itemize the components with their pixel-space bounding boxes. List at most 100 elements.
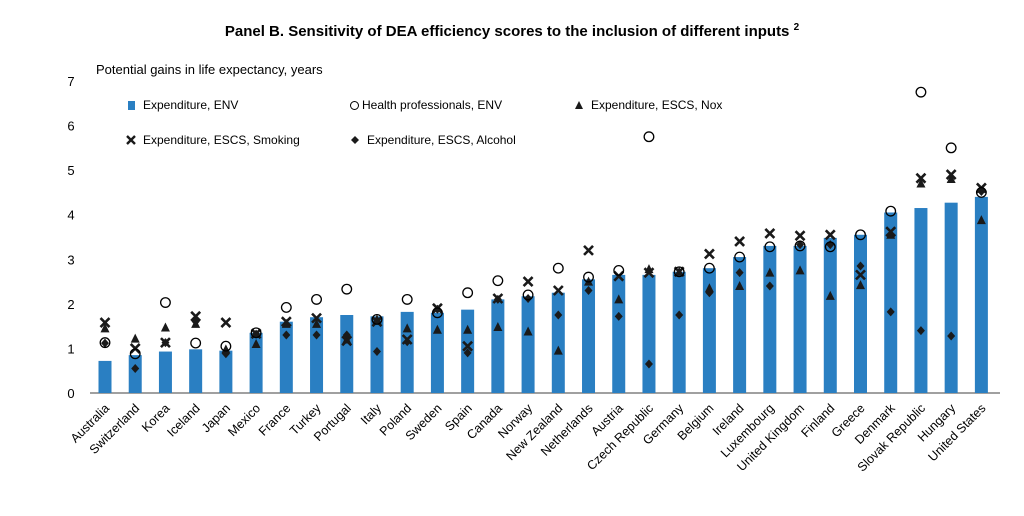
triangle-marker	[886, 229, 896, 239]
circle-marker	[99, 337, 111, 349]
cross-marker	[734, 236, 746, 247]
cross-marker	[401, 334, 413, 345]
cross-marker	[552, 285, 564, 296]
diamond-marker-icon	[348, 134, 362, 146]
cross-marker-icon	[124, 134, 138, 146]
cross-marker	[915, 172, 927, 184]
circle-marker	[522, 289, 534, 301]
chart-title: Panel B. Sensitivity of DEA efficiency s…	[224, 22, 800, 40]
triangle-marker	[946, 174, 956, 184]
bar	[884, 212, 898, 393]
legend-label-bar: Expenditure, ENV	[143, 98, 239, 112]
circle-marker	[280, 301, 292, 313]
diamond-marker	[886, 307, 895, 317]
cross-marker	[885, 226, 897, 238]
bar	[642, 274, 656, 393]
cross-marker	[341, 335, 353, 347]
diamond-marker	[403, 337, 412, 347]
bar	[491, 299, 505, 393]
y-tick-label: 5	[67, 163, 74, 178]
diamond-marker	[554, 310, 563, 320]
legend-label-triangle: Expenditure, ESCS, Nox	[591, 98, 723, 112]
cross-marker	[160, 337, 171, 349]
cross-marker	[280, 316, 292, 328]
circle-marker	[431, 307, 443, 319]
circle-marker	[855, 229, 866, 241]
triangle-marker	[100, 323, 110, 333]
diamond-marker	[947, 331, 956, 341]
diamond-marker	[614, 311, 623, 321]
diamond-marker	[221, 349, 230, 359]
triangle-marker	[130, 333, 140, 343]
bar	[310, 317, 324, 393]
bar	[914, 208, 928, 393]
bar	[582, 279, 596, 393]
circle-marker	[975, 186, 987, 198]
cross-marker	[462, 340, 474, 352]
diamond-marker	[765, 281, 774, 291]
circle-marker-icon	[350, 100, 359, 110]
triangle-marker	[432, 324, 442, 334]
x-tick-label: France	[256, 401, 293, 438]
cross-marker	[945, 169, 957, 181]
diamond-marker	[916, 326, 925, 336]
cross-marker	[855, 269, 866, 281]
circle-marker	[159, 297, 171, 308]
circle-marker	[915, 86, 927, 98]
circle-marker	[371, 314, 383, 325]
bar	[702, 268, 716, 393]
bar-swatch-icon	[128, 100, 135, 110]
y-tick-label: 7	[67, 74, 74, 89]
cross-marker	[703, 248, 715, 260]
triangle-marker	[765, 267, 775, 277]
circle-marker	[401, 293, 413, 305]
cross-marker	[583, 244, 594, 256]
triangle-marker	[493, 322, 503, 332]
cross-marker	[824, 229, 836, 241]
circle-marker	[311, 293, 322, 305]
cross-marker	[643, 267, 655, 279]
legend-label-diamond: Expenditure, ESCS, Alcohol	[367, 133, 516, 147]
diamond-marker	[584, 285, 593, 295]
circle-marker	[583, 271, 594, 283]
bar	[128, 355, 142, 393]
circle-marker	[462, 287, 474, 299]
y-tick-label: 3	[67, 252, 74, 267]
bar	[793, 245, 807, 393]
bar	[854, 234, 867, 393]
legend-item-cross: Expenditure, ESCS, Smoking	[124, 133, 300, 147]
cross-marker	[99, 317, 111, 328]
triangle-marker	[795, 265, 805, 275]
triangle-marker-icon	[572, 99, 586, 111]
diamond-marker	[644, 359, 653, 369]
y-tick-label: 1	[67, 341, 74, 356]
circle-marker	[613, 264, 625, 276]
bar	[974, 196, 988, 393]
bar	[551, 292, 565, 393]
triangle-marker	[312, 318, 322, 328]
triangle-marker	[584, 276, 594, 286]
triangle-marker	[402, 323, 412, 333]
bar	[158, 351, 172, 393]
y-tick-label: 6	[67, 119, 74, 134]
bar	[521, 296, 535, 393]
circle-marker	[794, 240, 806, 252]
bar	[944, 202, 958, 393]
circle-marker	[129, 348, 141, 360]
legend-item-circle: Health professionals, ENV	[348, 98, 502, 112]
triangle-marker	[160, 322, 170, 332]
diamond-marker	[101, 338, 109, 348]
diamond-marker	[705, 288, 714, 298]
cross-marker	[190, 310, 202, 322]
diamond-marker	[312, 330, 321, 340]
triangle-marker	[825, 290, 835, 300]
circle-marker	[673, 266, 685, 278]
cross-marker	[794, 230, 806, 242]
triangle-marker	[735, 281, 745, 291]
bar	[672, 271, 686, 393]
cross-marker	[764, 228, 776, 239]
circle-marker	[824, 241, 836, 253]
triangle-marker	[523, 326, 533, 336]
legend-item-diamond: Expenditure, ESCS, Alcohol	[348, 133, 516, 147]
bar	[219, 350, 233, 393]
